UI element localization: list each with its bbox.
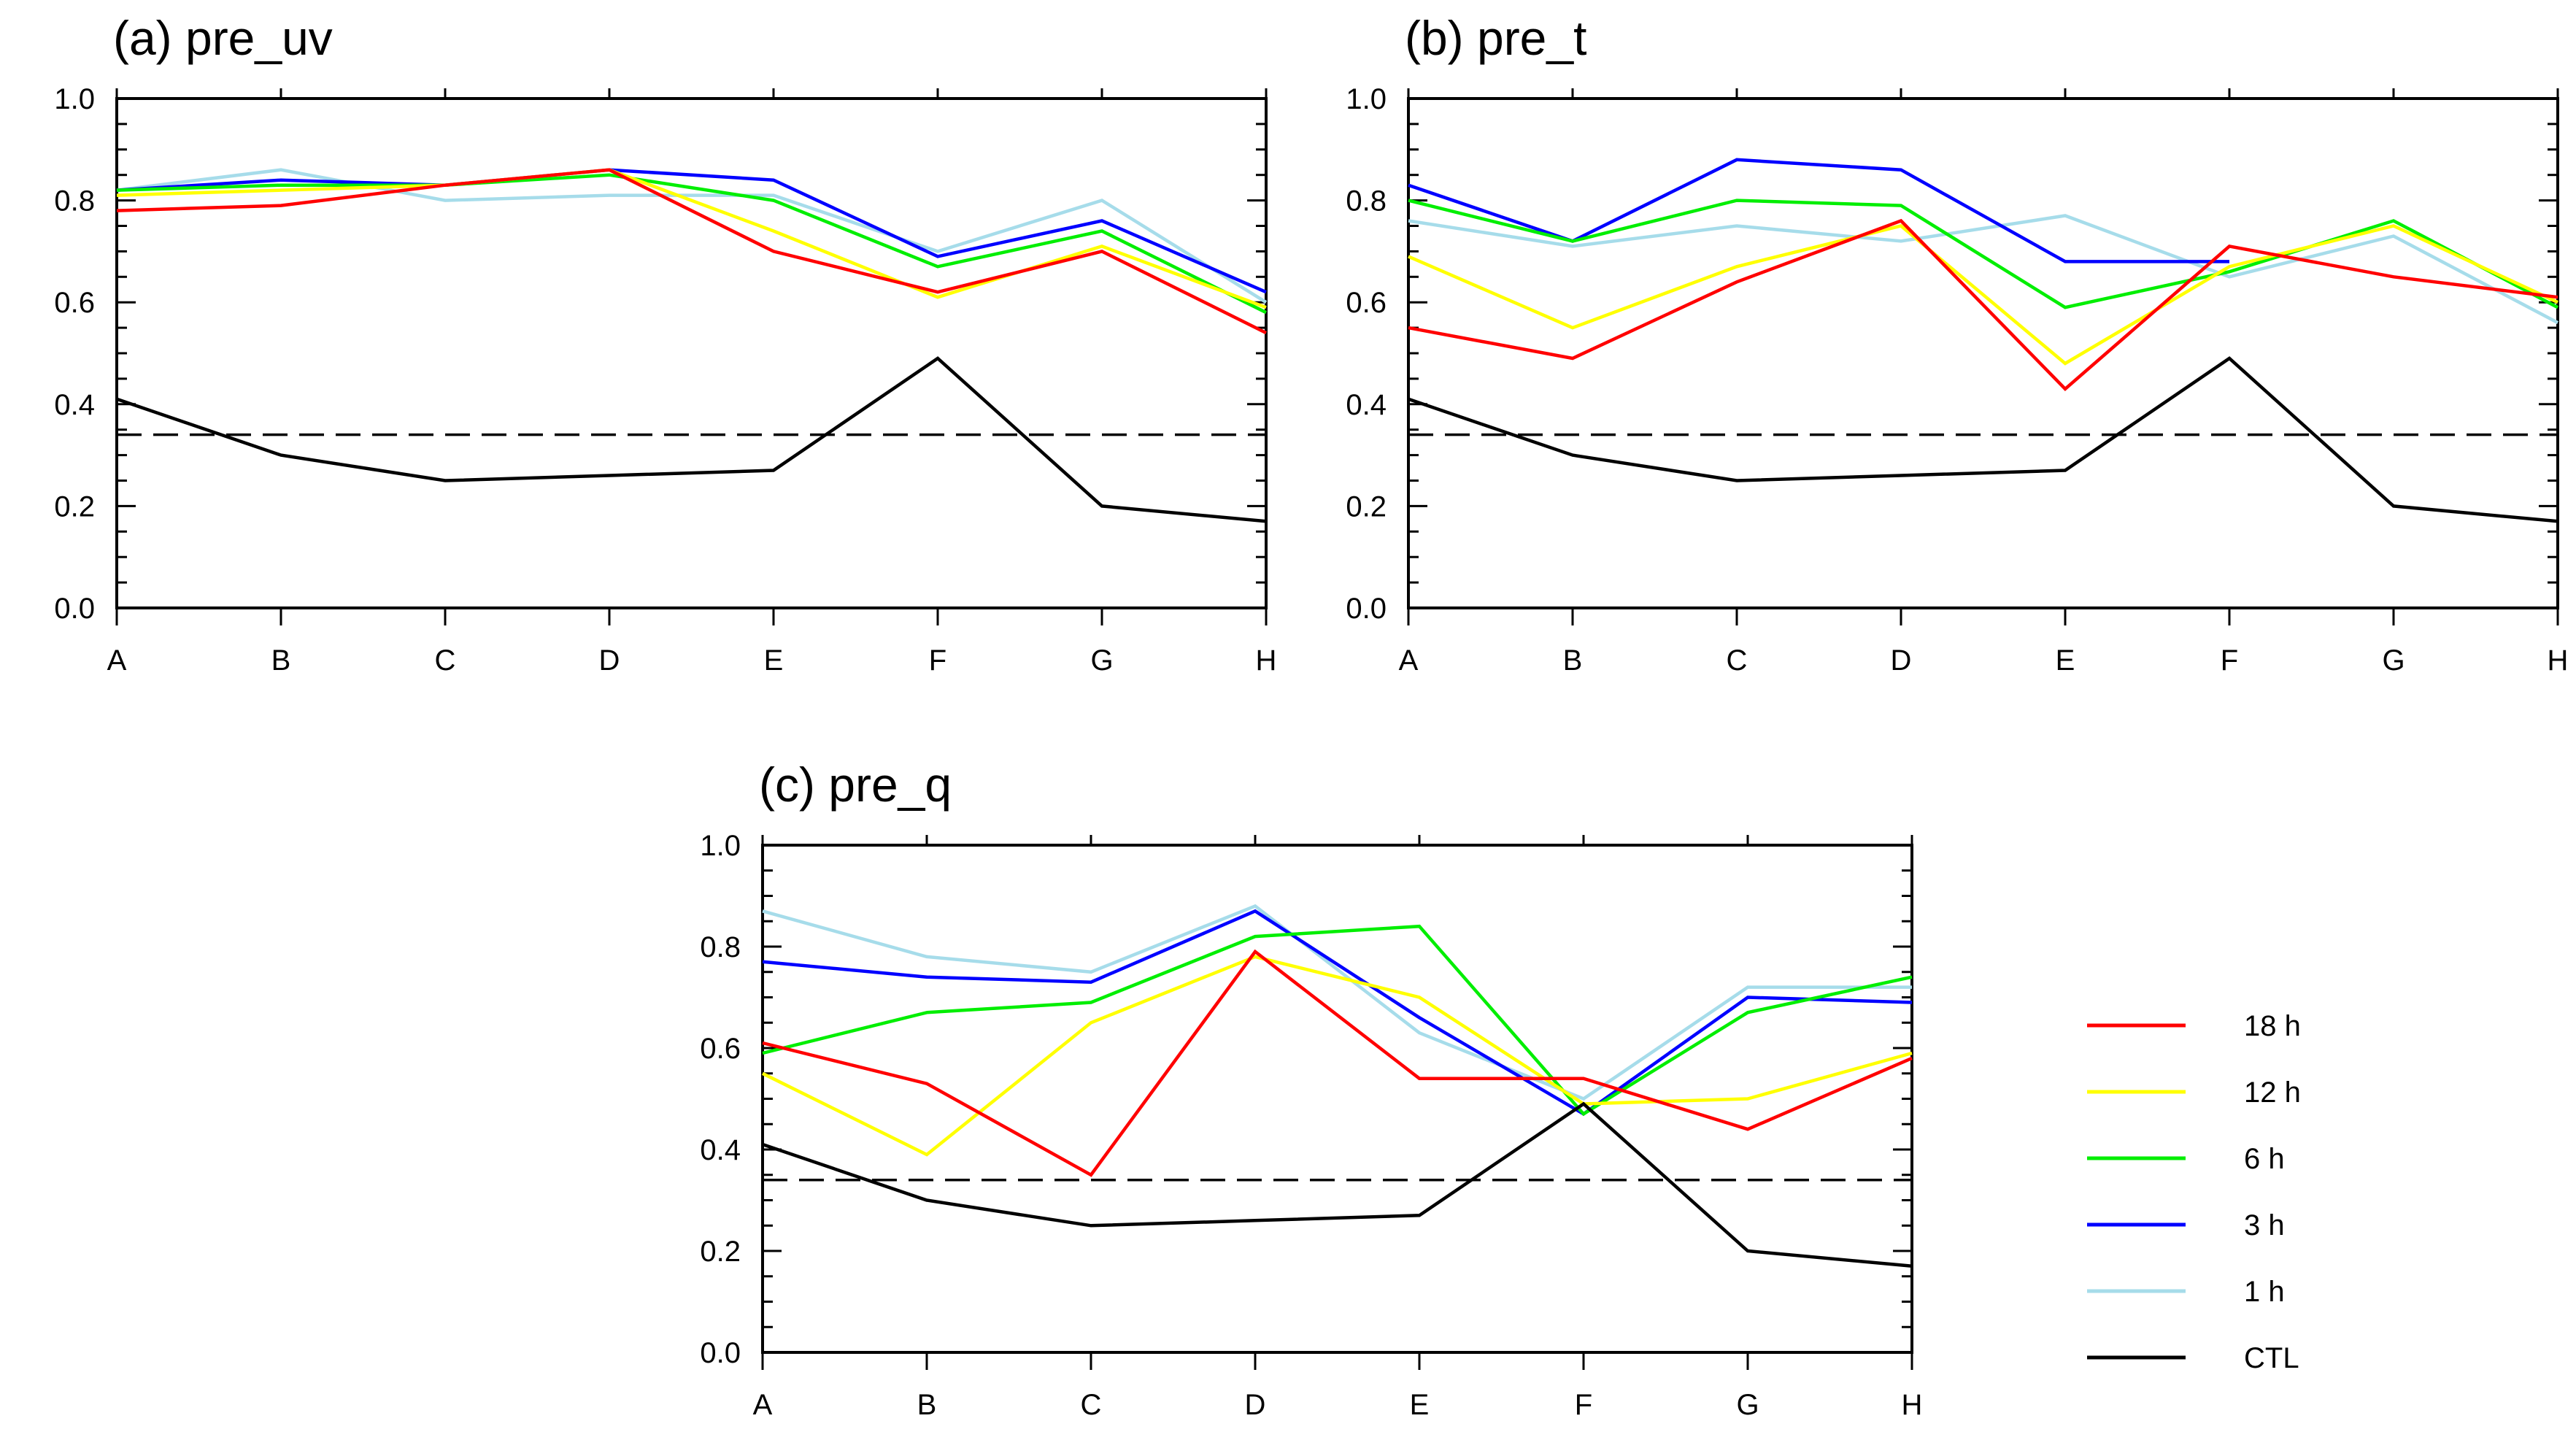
y-tick-label: 0.4 xyxy=(1346,389,1387,421)
legend-label: 3 h xyxy=(2244,1209,2285,1241)
legend-label: 6 h xyxy=(2244,1143,2285,1175)
legend-label: 1 h xyxy=(2244,1276,2285,1308)
x-tick-label: H xyxy=(2548,644,2569,677)
x-tick-label: E xyxy=(1410,1389,1430,1421)
series-line-1h xyxy=(116,168,1268,304)
series-line-6h xyxy=(116,173,1268,315)
plot-frame xyxy=(115,97,1268,609)
x-tick-label: B xyxy=(917,1389,937,1421)
y-tick-label: 0.0 xyxy=(54,593,95,625)
y-tick-label: 0.6 xyxy=(54,287,95,319)
x-tick-label: F xyxy=(929,644,946,677)
y-tick-label: 0.8 xyxy=(1346,185,1387,217)
legend-item: 1 h xyxy=(2087,1276,2285,1308)
series-line-12h xyxy=(116,168,1267,309)
legend-item: 12 h xyxy=(2087,1077,2301,1109)
series-line-1h xyxy=(762,904,1912,1101)
x-tick-label: E xyxy=(764,644,784,677)
y-tick-label: 1.0 xyxy=(700,830,741,862)
legend-item: 6 h xyxy=(2087,1143,2285,1175)
series-line-3h xyxy=(762,909,1913,1116)
y-tick-label: 0.8 xyxy=(54,185,95,217)
series-line-CTL xyxy=(1408,356,2558,523)
legend-label: 12 h xyxy=(2244,1077,2301,1109)
series-line-6h xyxy=(1408,199,2559,309)
chart-panel-2: (c) pre_q 0.0 0.2 0.4 0.6 0.8 1.0 A B C D E F G H xyxy=(700,758,1922,1421)
series-line-18h xyxy=(1408,218,2558,391)
y-tick-label: 0.2 xyxy=(700,1236,741,1268)
x-tick-label: C xyxy=(1727,644,1748,677)
y-tick-label: 0.0 xyxy=(1346,593,1387,625)
series-line-6h xyxy=(762,924,1913,1117)
x-tick-label: F xyxy=(2221,644,2238,677)
x-tick-label: A xyxy=(753,1389,773,1421)
series-line-12h xyxy=(1408,224,2558,366)
y-tick-label: 0.2 xyxy=(1346,490,1387,523)
series-line-CTL xyxy=(762,1101,1913,1268)
legend: 18 h 12 h 6 h 3 h 1 h CTL xyxy=(2087,1010,2301,1374)
x-tick-label: C xyxy=(1081,1389,1102,1421)
y-tick-label: 0.4 xyxy=(54,389,95,421)
series-line-1h xyxy=(1408,214,2559,325)
series-line-12h xyxy=(762,955,1913,1157)
legend-item: 18 h xyxy=(2087,1010,2301,1042)
chart-panel-1: (b) pre_t 0.0 0.2 0.4 0.6 0.8 1.0 A B C D E F G H xyxy=(1346,11,2568,677)
x-tick-label: G xyxy=(1736,1389,1759,1421)
series-line-18h xyxy=(762,949,1913,1177)
y-tick-label: 0.8 xyxy=(700,931,741,963)
x-tick-label: H xyxy=(1902,1389,1923,1421)
x-tick-label: D xyxy=(1891,644,1912,677)
x-tick-label: G xyxy=(2382,644,2405,677)
y-tick-label: 1.0 xyxy=(1346,83,1387,115)
x-tick-label: A xyxy=(1399,644,1419,677)
y-tick-label: 0.2 xyxy=(54,490,95,523)
y-tick-label: 0.0 xyxy=(700,1337,741,1369)
x-tick-label: F xyxy=(1575,1389,1592,1421)
series-line-3h xyxy=(1408,160,2558,277)
series-line-3h xyxy=(116,168,1267,294)
x-tick-label: E xyxy=(2056,644,2075,677)
legend-label: CTL xyxy=(2244,1342,2299,1374)
y-tick-label: 1.0 xyxy=(54,83,95,115)
x-tick-label: D xyxy=(1245,1389,1266,1421)
x-tick-label: C xyxy=(435,644,456,677)
legend-item: CTL xyxy=(2087,1342,2299,1374)
x-tick-label: B xyxy=(271,644,291,677)
chart-title: (a) pre_uv xyxy=(113,11,333,65)
chart-title: (b) pre_t xyxy=(1405,11,1586,65)
chart-panel-0: (a) pre_uv 0.0 0.2 0.4 0.6 0.8 1.0 A B C D E F G H xyxy=(54,11,1276,677)
series-line-18h xyxy=(116,168,1268,335)
x-tick-label: B xyxy=(1563,644,1583,677)
chart-panels: (a) pre_uv0.00.20.40.60.81.0A B C D E F G H(b) … xyxy=(54,11,2568,1421)
plot-frame xyxy=(761,844,1913,1354)
x-tick-label: A xyxy=(107,644,127,677)
chart-title: (c) pre_q xyxy=(759,758,952,812)
series-line-CTL xyxy=(116,356,1267,523)
plot-frame xyxy=(1407,97,2559,609)
legend-label: 18 h xyxy=(2244,1010,2301,1042)
x-tick-label: H xyxy=(1256,644,1277,677)
x-tick-label: D xyxy=(599,644,620,677)
y-tick-label: 0.4 xyxy=(700,1134,741,1166)
x-tick-label: G xyxy=(1090,644,1113,677)
y-tick-label: 0.6 xyxy=(1346,287,1387,319)
y-tick-label: 0.6 xyxy=(700,1033,741,1065)
legend-item: 3 h xyxy=(2087,1209,2285,1241)
